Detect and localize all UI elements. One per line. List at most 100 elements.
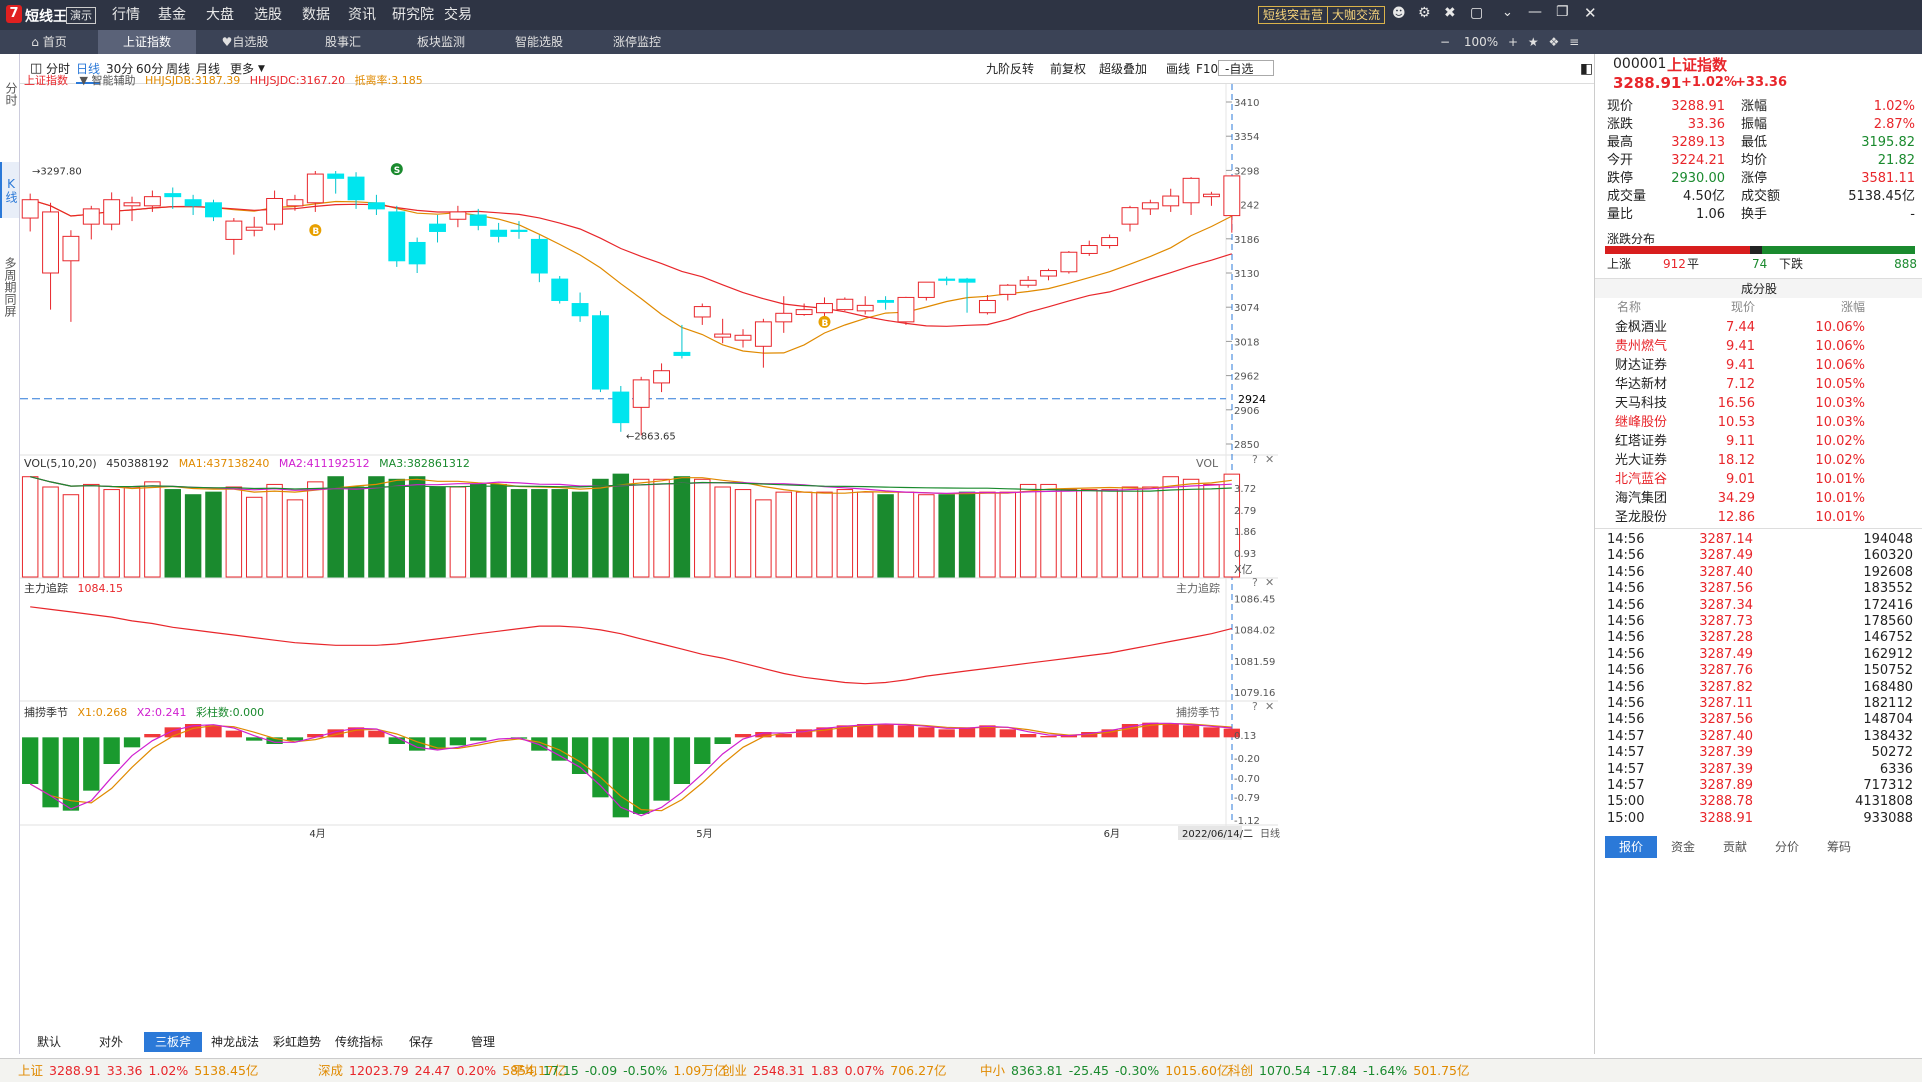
user-icon[interactable]: ☻ <box>1392 6 1406 21</box>
skin-icon[interactable]: ▢ <box>1470 5 1484 21</box>
candle-body[interactable] <box>714 333 732 338</box>
status-index-1[interactable]: 深成 12023.79 24.47 0.20% 5854.17亿 <box>318 1059 572 1083</box>
candle-body[interactable] <box>225 220 243 240</box>
zoom-in-icon[interactable]: + <box>1508 35 1519 49</box>
candle-body[interactable] <box>1101 237 1119 247</box>
tool-0[interactable]: 九阶反转 <box>986 62 1035 76</box>
component-row[interactable]: 华达新材 7.12 10.05% <box>1595 375 1922 394</box>
restore-icon[interactable]: ❐ <box>1556 4 1569 20</box>
right-tab-4[interactable]: 筹码 <box>1826 840 1851 854</box>
tab-2[interactable]: ♥自选股 <box>196 30 294 54</box>
candle-body[interactable] <box>408 241 426 265</box>
close-icon[interactable]: ✕ <box>1584 4 1597 22</box>
zoom-out-icon[interactable]: − <box>1440 35 1451 49</box>
menu-item-0[interactable]: 行情 <box>112 7 140 23</box>
candle-body[interactable] <box>1080 245 1098 254</box>
candle-body[interactable] <box>21 199 39 219</box>
candle-body[interactable] <box>388 211 406 262</box>
template-tab-3[interactable]: 神龙战法 <box>210 1035 259 1049</box>
candle-body[interactable] <box>938 278 956 281</box>
candle-body[interactable] <box>632 379 650 408</box>
menu-item-3[interactable]: 选股 <box>254 7 282 23</box>
status-index-5[interactable]: 科创 1070.54 -17.84 -1.64% 501.75亿 <box>1228 1059 1476 1083</box>
candle-body[interactable] <box>917 281 935 298</box>
candle-body[interactable] <box>775 312 793 323</box>
candle-body[interactable] <box>347 176 365 201</box>
template-tab-1[interactable]: 对外 <box>98 1035 123 1049</box>
menu-item-7[interactable]: 交易 <box>444 7 472 23</box>
panel-toggle-icon[interactable]: ◧ <box>1580 61 1594 77</box>
tool-4[interactable]: F10 <box>1196 62 1219 76</box>
candle-body[interactable] <box>62 235 80 262</box>
component-row[interactable]: 天马科技 16.56 10.03% <box>1595 394 1922 413</box>
template-tab-0[interactable]: 默认 <box>36 1035 61 1049</box>
tools-icon[interactable]: ✖ <box>1444 5 1456 21</box>
status-index-4[interactable]: 中小 8363.81 -25.45 -0.30% 1015.60亿 <box>980 1059 1235 1083</box>
more-dropdown-icon[interactable]: ▼ <box>258 64 265 74</box>
period-6[interactable]: 更多 <box>230 62 255 76</box>
candle-body[interactable] <box>551 278 569 301</box>
status-index-0[interactable]: 上证 3288.91 33.36 1.02% 5138.45亿 <box>18 1059 264 1083</box>
component-row[interactable]: 红塔证券 9.11 10.02% <box>1595 432 1922 451</box>
tab-3[interactable]: 股事汇 <box>294 30 392 54</box>
candle-body[interactable] <box>530 238 548 274</box>
component-row[interactable]: 圣龙股份 12.86 10.01% <box>1595 508 1922 527</box>
candle-body[interactable] <box>592 315 609 390</box>
candle-body[interactable] <box>469 214 487 226</box>
template-tab-4[interactable]: 彩虹趋势 <box>272 1035 321 1049</box>
right-tab-3[interactable]: 分价 <box>1774 840 1799 854</box>
panel-control-icon[interactable]: ? <box>1252 576 1258 589</box>
menu-item-6[interactable]: 研究院 <box>392 7 434 23</box>
more-icon[interactable]: ≡ <box>1569 35 1580 49</box>
candle-body[interactable] <box>82 208 100 225</box>
dropdown-icon[interactable]: ⌄ <box>1502 5 1513 20</box>
candle-body[interactable] <box>897 296 915 323</box>
candle-body[interactable] <box>612 391 630 424</box>
candle-body[interactable] <box>1182 177 1200 204</box>
side-nav-timeshare[interactable]: 分时 <box>4 82 18 106</box>
candle-body[interactable] <box>1141 202 1159 210</box>
status-index-2[interactable]: 平均 17.15 -0.09 -0.50% 1.09万亿 <box>512 1059 732 1083</box>
period-2[interactable]: 30分 <box>106 62 134 76</box>
period-1[interactable]: 日线 <box>76 54 101 84</box>
template-tab-6[interactable]: 保存 <box>408 1035 433 1049</box>
pin-icon[interactable]: ❖ <box>1548 35 1560 49</box>
component-row[interactable]: 北汽蓝谷 9.01 10.01% <box>1595 470 1922 489</box>
template-tab-2[interactable]: 三板斧 <box>144 1032 202 1052</box>
tool-5[interactable]: -自选 <box>1218 60 1275 76</box>
candle-body[interactable] <box>1121 207 1139 225</box>
candle-body[interactable] <box>245 226 263 231</box>
short-camp-button[interactable]: 短线突击营 <box>1258 6 1329 24</box>
period-3[interactable]: 60分 <box>136 62 164 76</box>
candle-body[interactable] <box>958 278 976 283</box>
candle-body[interactable] <box>429 223 446 232</box>
candle-body[interactable] <box>754 321 772 347</box>
expert-talk-button[interactable]: 大咖交流 <box>1327 6 1386 24</box>
tool-3[interactable]: 画线 <box>1166 62 1191 76</box>
candle-body[interactable] <box>856 304 874 312</box>
candle-body[interactable] <box>1019 279 1037 286</box>
candle-body[interactable] <box>653 370 670 384</box>
side-nav-kline[interactable]: K线 <box>0 162 19 218</box>
candle-body[interactable] <box>693 306 711 318</box>
candle-body[interactable] <box>42 211 59 274</box>
candle-body[interactable] <box>367 202 385 210</box>
panel-control-icon[interactable]: ✕ <box>1265 576 1274 589</box>
panel-control-icon[interactable]: ? <box>1252 453 1258 466</box>
template-tab-5[interactable]: 传统指标 <box>334 1035 383 1049</box>
candle-body[interactable] <box>978 299 996 314</box>
tab-5[interactable]: 智能选股 <box>490 30 588 54</box>
component-row[interactable]: 继峰股份 10.53 10.03% <box>1595 413 1922 432</box>
period-0[interactable]: 分时 <box>46 62 71 76</box>
candle-body[interactable] <box>877 299 895 303</box>
star-icon[interactable]: ★ <box>1527 35 1539 49</box>
candle-body[interactable] <box>266 197 284 225</box>
tab-0[interactable]: ⌂ 首页 <box>0 30 98 54</box>
layout-icon[interactable]: ◫ <box>30 61 43 76</box>
candle-body[interactable] <box>103 199 121 225</box>
candle-body[interactable] <box>1162 195 1180 207</box>
candle-body[interactable] <box>816 303 833 314</box>
candle-body[interactable] <box>836 298 854 311</box>
menu-item-5[interactable]: 资讯 <box>348 7 376 23</box>
component-row[interactable]: 金枫酒业 7.44 10.06% <box>1595 318 1922 337</box>
